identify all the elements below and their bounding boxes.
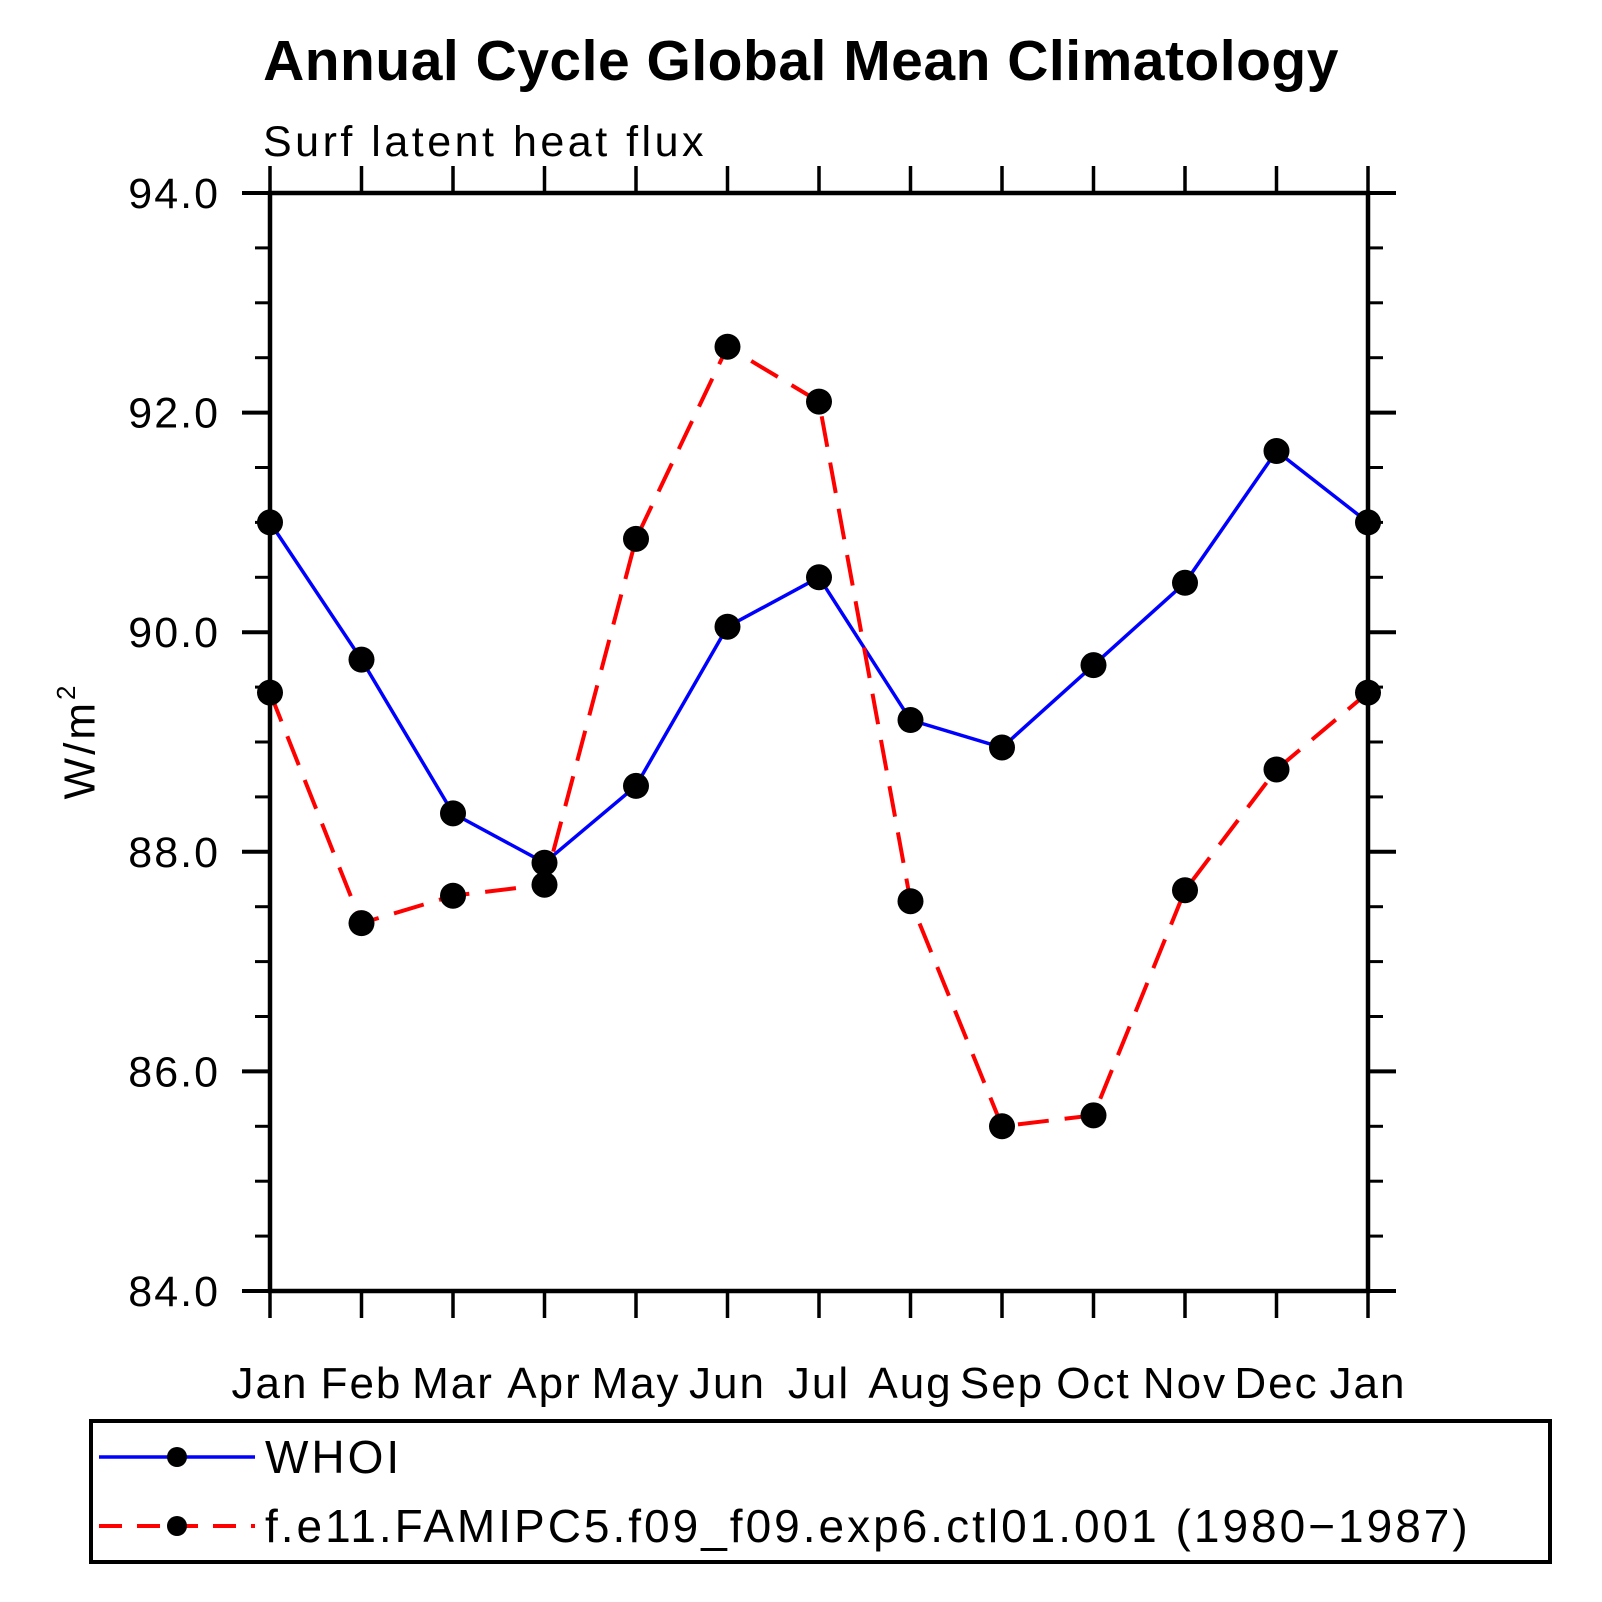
x-tick-label: Aug <box>868 1359 952 1408</box>
data-point-marker <box>714 333 741 360</box>
data-point-marker <box>806 564 832 591</box>
data-point-marker <box>1263 438 1290 465</box>
data-point-marker <box>1355 679 1381 706</box>
data-point-marker <box>1172 877 1198 904</box>
x-tick-label: May <box>591 1359 680 1408</box>
x-tick-label: Nov <box>1143 1359 1227 1408</box>
y-tick-label: 84.0 <box>128 1268 220 1316</box>
data-point-marker <box>531 871 558 898</box>
data-point-marker <box>1263 756 1290 783</box>
data-point-marker <box>897 888 924 915</box>
data-point-marker <box>806 388 832 415</box>
x-tick-label: Feb <box>321 1359 403 1408</box>
data-point-marker <box>1080 1102 1107 1129</box>
data-point-marker <box>623 772 649 799</box>
x-tick-label: Jan <box>232 1359 309 1408</box>
data-point-marker <box>897 707 924 734</box>
data-point-marker <box>348 910 375 937</box>
y-tick-label: 86.0 <box>128 1048 220 1096</box>
data-point-marker <box>623 525 649 552</box>
y-tick-label: 92.0 <box>128 390 220 438</box>
data-point-marker <box>531 849 558 876</box>
data-point-marker <box>440 882 466 909</box>
x-tick-label: Jan <box>1330 1359 1407 1408</box>
x-tick-label: Apr <box>507 1359 581 1408</box>
data-point-marker <box>257 679 283 706</box>
chart-subtitle: Surf latent heat flux <box>263 118 707 166</box>
legend-sample-marker <box>167 1515 187 1536</box>
legend-entry-model: f.e11.FAMIPC5.f09_f09.exp6.ctl01.001 (19… <box>93 1492 1548 1561</box>
x-tick-label: Dec <box>1234 1359 1318 1408</box>
series-line-1 <box>268 448 1370 865</box>
x-tick-label: Mar <box>412 1359 494 1408</box>
x-tick-label: Jun <box>689 1359 766 1408</box>
data-point-marker <box>714 613 741 640</box>
data-point-marker <box>348 646 375 673</box>
legend-label: WHOI <box>265 1431 403 1484</box>
legend: WHOI f.e11.FAMIPC5.f09_f09.exp6.ctl01.00… <box>89 1419 1552 1564</box>
legend-sample-marker <box>167 1447 187 1468</box>
data-point-marker <box>989 1113 1015 1140</box>
data-point-marker <box>989 734 1015 761</box>
data-point-marker <box>1172 569 1198 596</box>
data-point-marker <box>1080 652 1107 679</box>
legend-line-sample-solid-icon <box>99 1447 255 1468</box>
x-tick-label: Jul <box>788 1359 850 1408</box>
x-tick-label: Sep <box>960 1359 1044 1408</box>
x-tick-label: Oct <box>1056 1359 1130 1408</box>
legend-line-sample-dashed-icon <box>99 1515 255 1536</box>
legend-entry-whoi: WHOI <box>93 1423 1548 1492</box>
series-line-2 <box>268 343 1370 1129</box>
y-tick-label: 94.0 <box>128 170 220 218</box>
y-tick-label: 88.0 <box>128 829 220 877</box>
chart-title: Annual Cycle Global Mean Climatology <box>263 29 1339 93</box>
data-point-marker <box>1355 509 1381 536</box>
legend-label: f.e11.FAMIPC5.f09_f09.exp6.ctl01.001 (19… <box>265 1499 1471 1552</box>
plot-box <box>267 190 1371 1294</box>
data-point-marker <box>440 800 466 827</box>
data-point-marker <box>257 509 283 536</box>
y-tick-label: 90.0 <box>128 609 220 657</box>
